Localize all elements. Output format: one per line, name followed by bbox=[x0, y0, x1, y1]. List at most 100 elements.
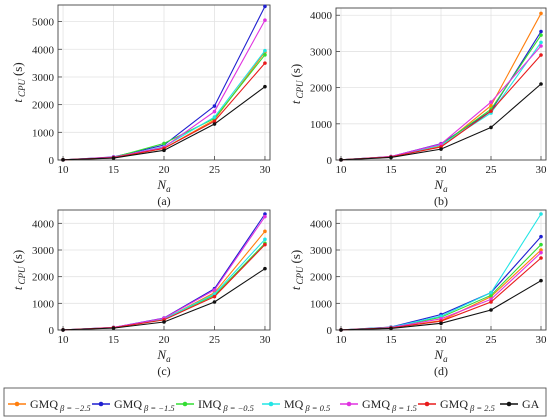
panel-label: (c) bbox=[157, 364, 170, 378]
y-axis-label: tCPU(s) bbox=[10, 62, 27, 102]
data-point-GMQ_2.5 bbox=[539, 256, 543, 260]
x-axis-label: Na bbox=[433, 177, 448, 194]
legend: GMQ β = −2.5 GMQ β = −1.5 IMQ β = −0.5 MQ β = 0… bbox=[3, 387, 547, 417]
data-point-GA bbox=[489, 308, 493, 312]
data-point-GA bbox=[61, 328, 65, 332]
data-point-GMQ_1.5 bbox=[263, 18, 267, 23]
data-point-GMQ_1.5 bbox=[539, 250, 543, 255]
y-tick-label: 3000 bbox=[310, 245, 333, 257]
data-point-GMQ_-2.5 bbox=[489, 103, 493, 108]
data-point-IMQ_-0.5 bbox=[539, 33, 543, 37]
panel-b: 10 15 20 25 30 0 1000 2000 3000 4000 Na tCPU(s) (b) bbox=[288, 7, 548, 208]
data-point-IMQ_-0.5 bbox=[489, 293, 493, 298]
x-tick-label: 15 bbox=[386, 164, 398, 176]
x-tick-label: 15 bbox=[108, 164, 120, 176]
y-tick-label: 3000 bbox=[310, 46, 333, 58]
legend-swatch-marker bbox=[182, 401, 188, 407]
data-point-GMQ_1.5 bbox=[212, 109, 217, 114]
panel-d: 10 15 20 25 30 0 1000 2000 3000 4000 Na tCPU(s) (d) bbox=[288, 209, 548, 378]
panel-a: 10 15 20 25 30 0 1000 2000 3000 4000 5000 Na tCPU(s)… bbox=[10, 4, 271, 208]
data-point-GA bbox=[111, 326, 116, 330]
data-point-GMQ_-1.5 bbox=[212, 104, 217, 108]
data-point-GMQ_2.5 bbox=[212, 119, 217, 124]
x-tick-label: 25 bbox=[486, 164, 498, 176]
data-point-GMQ_-1.5 bbox=[539, 234, 543, 239]
legend-swatch-marker bbox=[346, 401, 352, 407]
y-tick-label: 1000 bbox=[32, 298, 55, 310]
y-tick-label: 2000 bbox=[310, 272, 333, 284]
y-tick-label: 2000 bbox=[310, 83, 333, 95]
x-tick-label: 20 bbox=[159, 164, 171, 176]
data-point-GA bbox=[61, 158, 65, 162]
legend-swatch-marker bbox=[506, 401, 512, 407]
data-point-GA bbox=[389, 326, 393, 331]
data-point-MQ_0.5 bbox=[439, 314, 443, 318]
panel-c: 10 15 20 25 30 0 1000 2000 3000 4000 Na tCPU(s) (c) bbox=[10, 209, 271, 378]
data-point-GMQ_2.5 bbox=[539, 53, 543, 57]
x-tick-label: 30 bbox=[536, 164, 548, 176]
legend-label: GA bbox=[522, 397, 540, 411]
data-point-GA bbox=[389, 155, 393, 160]
data-point-MQ_0.5 bbox=[263, 48, 267, 53]
data-point-GA bbox=[162, 320, 166, 324]
y-tick-label: 2000 bbox=[32, 100, 55, 112]
data-point-IMQ_-0.5 bbox=[162, 141, 166, 146]
legend-swatch-marker bbox=[424, 401, 430, 407]
data-point-GA bbox=[439, 147, 443, 151]
data-point-GMQ_2.5 bbox=[212, 294, 217, 299]
data-point-MQ_0.5 bbox=[489, 290, 493, 295]
data-point-GA bbox=[339, 158, 343, 162]
legend-label: GMQ β = 2.5 bbox=[440, 397, 495, 413]
x-axis-label: Na bbox=[433, 347, 448, 364]
data-point-GA bbox=[439, 321, 443, 326]
data-point-MQ_0.5 bbox=[212, 292, 217, 296]
x-axis-label: Na bbox=[156, 347, 171, 364]
data-point-MQ_0.5 bbox=[539, 212, 543, 216]
x-tick-label: 30 bbox=[259, 334, 271, 346]
legend-item: GMQ β = −1.5 bbox=[92, 397, 175, 413]
data-point-GA bbox=[539, 278, 543, 283]
y-axis-label: tCPU(s) bbox=[288, 64, 305, 104]
y-tick-label: 4000 bbox=[32, 44, 55, 56]
x-axis-label: Na bbox=[156, 177, 171, 194]
data-point-GMQ_2.5 bbox=[263, 61, 267, 65]
data-point-GMQ_-1.5 bbox=[539, 29, 543, 34]
x-tick-label: 15 bbox=[108, 334, 120, 346]
y-tick-label: 0 bbox=[49, 325, 55, 337]
x-tick-label: 30 bbox=[536, 334, 548, 346]
data-point-GMQ_-1.5 bbox=[263, 4, 267, 9]
legend-label: GMQ β = 1.5 bbox=[362, 397, 417, 413]
x-tick-label: 20 bbox=[159, 334, 171, 346]
data-point-GA bbox=[111, 156, 116, 160]
panels: 10 15 20 25 30 0 1000 2000 3000 4000 5000 Na tCPU(s)… bbox=[10, 4, 548, 378]
y-tick-label: 0 bbox=[49, 155, 55, 167]
legend-box bbox=[3, 387, 547, 417]
data-point-GMQ_-2.5 bbox=[263, 229, 267, 234]
x-tick-label: 25 bbox=[209, 164, 221, 176]
x-tick-label: 15 bbox=[386, 334, 398, 346]
legend-item: IMQ β = −0.5 bbox=[176, 397, 254, 413]
x-tick-label: 10 bbox=[58, 164, 70, 176]
x-tick-label: 20 bbox=[436, 334, 448, 346]
y-tick-label: 4000 bbox=[310, 10, 333, 22]
data-point-MQ_0.5 bbox=[263, 237, 267, 242]
data-point-GA bbox=[212, 300, 217, 304]
data-point-IMQ_-0.5 bbox=[539, 242, 543, 247]
x-tick-label: 10 bbox=[58, 334, 70, 346]
y-axis-label: tCPU(s) bbox=[10, 250, 27, 290]
data-point-GA bbox=[162, 148, 166, 153]
data-point-GMQ_-1.5 bbox=[263, 212, 267, 216]
y-tick-label: 4000 bbox=[310, 218, 333, 230]
y-tick-label: 3000 bbox=[32, 72, 55, 84]
data-point-GMQ_1.5 bbox=[263, 214, 267, 219]
y-tick-label: 2000 bbox=[32, 272, 55, 284]
legend-label: GMQ β = −2.5 bbox=[30, 397, 91, 413]
data-point-GMQ_1.5 bbox=[489, 297, 493, 302]
data-point-GMQ_-2.5 bbox=[539, 11, 543, 16]
y-tick-label: 5000 bbox=[32, 17, 55, 29]
legend-item: GA bbox=[500, 397, 540, 411]
y-tick-label: 3000 bbox=[32, 245, 55, 257]
data-point-GMQ_-2.5 bbox=[539, 248, 543, 252]
data-point-GA bbox=[263, 84, 267, 89]
